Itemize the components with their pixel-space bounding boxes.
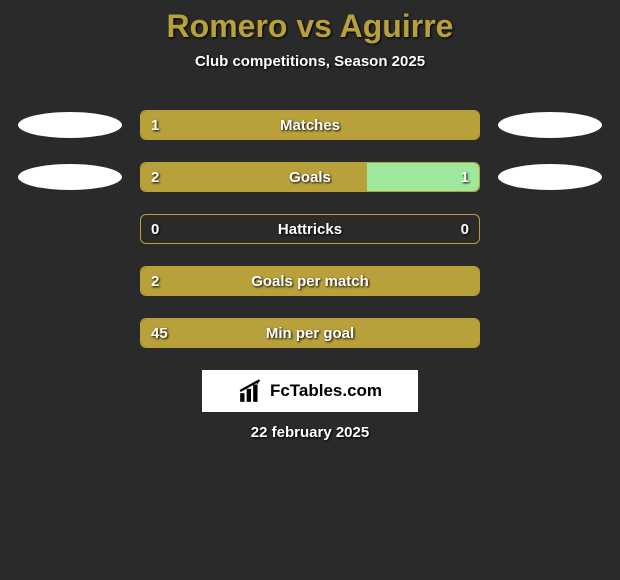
stat-bar: 21Goals bbox=[140, 162, 480, 192]
stat-row: 45Min per goal bbox=[0, 318, 620, 348]
date-label: 22 february 2025 bbox=[0, 424, 620, 441]
stat-bar: 45Min per goal bbox=[140, 318, 480, 348]
left-value: 45 bbox=[151, 319, 168, 347]
bar-left-fill bbox=[141, 319, 479, 347]
right-ellipse bbox=[498, 164, 602, 190]
bar-left-fill bbox=[141, 111, 479, 139]
stat-rows: 1Matches21Goals00Hattricks2Goals per mat… bbox=[0, 110, 620, 348]
stat-label: Hattricks bbox=[141, 215, 479, 243]
page-title: Romero vs Aguirre bbox=[0, 8, 620, 45]
stat-bar: 0 0Hattricks bbox=[140, 214, 480, 244]
logo-box: FcTables.com bbox=[202, 370, 418, 412]
stat-row: 21Goals bbox=[0, 162, 620, 192]
right-value: 1 bbox=[461, 163, 469, 191]
comparison-infographic: Romero vs Aguirre Club competitions, Sea… bbox=[0, 0, 620, 441]
stat-row: 2Goals per match bbox=[0, 266, 620, 296]
left-value: 2 bbox=[151, 267, 159, 295]
bar-left-fill bbox=[141, 163, 367, 191]
stat-row: 1Matches bbox=[0, 110, 620, 140]
left-value: 1 bbox=[151, 111, 159, 139]
left-ellipse bbox=[18, 164, 122, 190]
right-value: 0 bbox=[461, 215, 469, 243]
left-ellipse bbox=[18, 112, 122, 138]
left-value: 0 bbox=[151, 215, 159, 243]
logo-text: FcTables.com bbox=[270, 381, 382, 401]
left-value: 2 bbox=[151, 163, 159, 191]
stat-bar: 1Matches bbox=[140, 110, 480, 140]
stat-row: 0 0Hattricks bbox=[0, 214, 620, 244]
bar-left-fill bbox=[141, 267, 479, 295]
bar-chart-icon bbox=[238, 378, 264, 404]
right-ellipse bbox=[498, 112, 602, 138]
stat-bar: 2Goals per match bbox=[140, 266, 480, 296]
subtitle: Club competitions, Season 2025 bbox=[0, 53, 620, 70]
